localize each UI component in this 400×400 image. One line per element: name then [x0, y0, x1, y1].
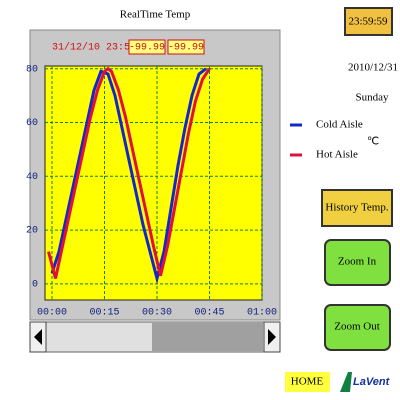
button-label: Zoom Out: [334, 321, 380, 333]
legend-label: Cold Aisle: [316, 119, 363, 131]
x-tick-label: 00:45: [194, 308, 224, 319]
button-label: Zoom In: [338, 256, 377, 268]
x-tick-label: 00:15: [89, 308, 119, 319]
zoom-in-button[interactable]: [324, 239, 391, 286]
title: RealTime Temp: [120, 9, 191, 21]
y-tick-label: 60: [26, 118, 38, 129]
date: 2010/12/31: [348, 62, 398, 74]
legend-label: Hot Aisle: [316, 149, 358, 161]
clock: 23:59:59: [348, 16, 388, 28]
y-tick-label: 80: [26, 64, 38, 75]
x-tick-label: 00:00: [37, 308, 67, 319]
scroll-thumb[interactable]: [152, 323, 263, 351]
series-line: [47, 66, 211, 279]
weekday: Sunday: [356, 92, 390, 104]
zoom-out-button[interactable]: [324, 304, 391, 351]
y-tick-label: 40: [26, 172, 38, 183]
logo: LaVent: [353, 376, 391, 388]
readout: -99.99: [129, 43, 165, 54]
readout: -99.99: [168, 43, 204, 54]
home-button[interactable]: [285, 372, 330, 392]
cursor-time: 31/12/10 23:59: [52, 42, 136, 54]
unit: ℃: [367, 136, 379, 148]
logo-icon: [340, 372, 352, 392]
arrow-icon: [34, 329, 42, 345]
series-line: [50, 67, 207, 285]
y-tick-label: 0: [32, 280, 38, 291]
arrow-icon: [268, 329, 276, 345]
readout-box: [167, 39, 205, 55]
clock-box: [344, 7, 393, 36]
button-label: History Temp.: [325, 202, 388, 214]
y-tick-label: 20: [26, 226, 38, 237]
history-button[interactable]: [321, 189, 393, 227]
x-tick-label: 01:00: [247, 308, 277, 319]
button-label: HOME: [291, 376, 324, 388]
x-tick-label: 00:30: [142, 308, 172, 319]
readout-box: [128, 39, 166, 55]
